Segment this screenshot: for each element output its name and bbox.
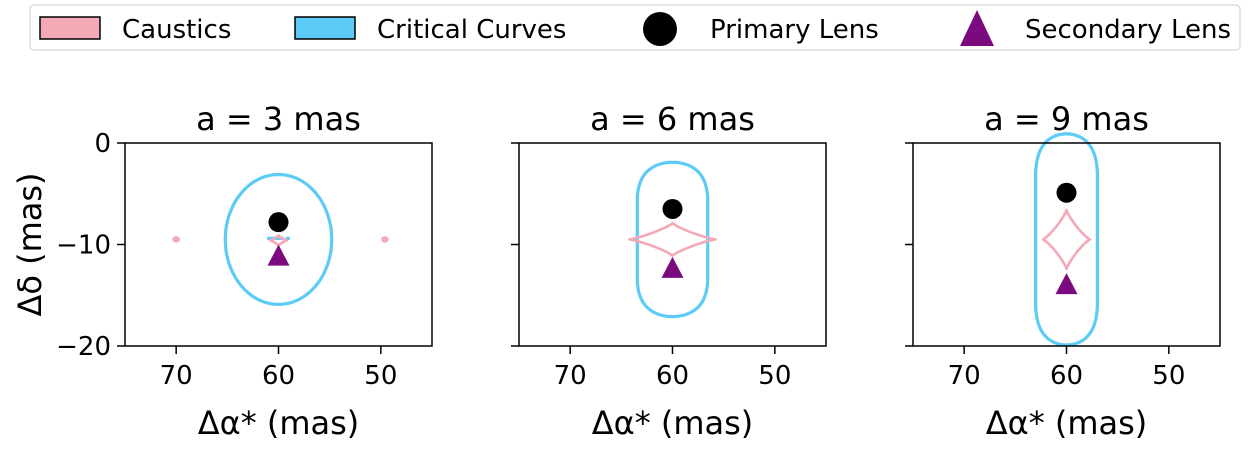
x-tick-label: 60 [262, 361, 295, 391]
legend-label: Caustics [122, 15, 231, 45]
caustic-1 [628, 221, 717, 257]
critical-curve-1 [635, 160, 710, 319]
legend-label: Critical Curves [377, 15, 566, 45]
caustic-1 [1041, 208, 1092, 271]
primary-lens-marker [662, 198, 683, 219]
legend-label: Secondary Lens [1025, 15, 1231, 45]
panel-title: a = 6 mas [590, 100, 755, 138]
x-axis-label: Δα* (mas) [986, 404, 1148, 442]
x-tick-label: 50 [758, 361, 791, 391]
secondary-lens-marker [661, 256, 684, 278]
legend-item-secondary-lens: Secondary Lens [960, 10, 1231, 46]
critical-curve-1 [223, 172, 334, 306]
y-tick-label: −20 [56, 332, 111, 362]
panel-1: a = 3 mas 70 60 50 0 −10 −20 Δα* (mas) Δδ (mas) [11, 100, 433, 442]
legend-label: Primary Lens [710, 15, 879, 45]
secondary-lens-marker [267, 244, 290, 266]
secondary-lens-marker [1055, 273, 1078, 295]
caustic-2 [381, 236, 389, 243]
y-tick-label: −10 [56, 231, 111, 261]
x-tick-label: 70 [160, 361, 193, 391]
primary-lens-marker [1056, 182, 1077, 203]
x-tick-label: 70 [554, 361, 587, 391]
legend-marker-circle [643, 12, 677, 46]
critical-curve-1 [1034, 132, 1099, 347]
x-tick-label: 70 [948, 361, 981, 391]
x-axis-label: Δα* (mas) [592, 404, 754, 442]
primary-lens-marker [268, 212, 289, 233]
axes-frame [912, 142, 1221, 347]
x-tick-label: 50 [1152, 361, 1185, 391]
legend-marker-triangle [960, 10, 994, 46]
legend-item-primary-lens: Primary Lens [643, 12, 879, 46]
legend-item-critical-curves: Critical Curves [294, 15, 566, 45]
legend-swatch [294, 16, 356, 40]
y-axis-label: Δδ (mas) [11, 172, 49, 316]
legend-swatch [39, 16, 101, 40]
x-tick-label: 60 [1050, 361, 1083, 391]
caustic-3 [269, 234, 288, 247]
x-axis-label: Δα* (mas) [198, 404, 360, 442]
x-tick-label: 50 [364, 361, 397, 391]
legend: Caustics Critical Curves Primary Lens Secon… [29, 4, 1241, 51]
legend-item-caustics: Caustics [39, 15, 231, 45]
caustic-1 [172, 236, 180, 243]
y-tick-label: 0 [94, 129, 111, 159]
panel-title: a = 3 mas [196, 100, 361, 138]
x-tick-label: 60 [656, 361, 689, 391]
panel-title: a = 9 mas [984, 100, 1149, 138]
